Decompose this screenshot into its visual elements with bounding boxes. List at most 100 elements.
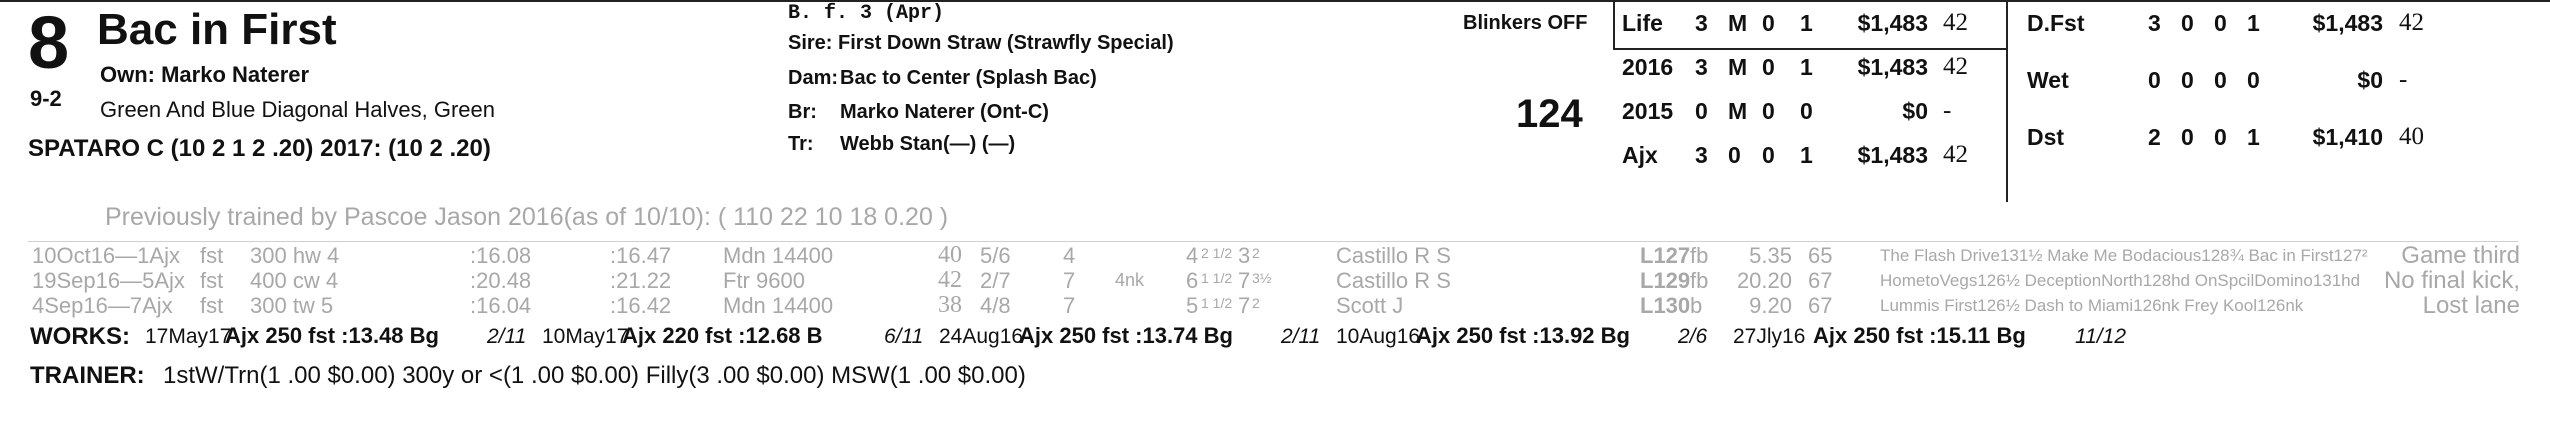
pp-frac1: :16.04 (470, 293, 532, 318)
record-right-places: 0 (2214, 124, 2227, 150)
pp-post: 2/7 (980, 268, 1011, 293)
silks: Green And Blue Diagonal Halves, Green (100, 97, 496, 122)
pp-trip-note: Lost lane (2422, 292, 2520, 319)
pp-frac2: :21.22 (610, 268, 672, 293)
pp-figure: 67 (1808, 293, 1833, 318)
record-left-shows: 1 (1800, 10, 1813, 36)
record-left-shows: 0 (1800, 98, 1813, 124)
pp-call2: 4 (1186, 243, 1199, 268)
record-right-shows: 1 (2247, 124, 2260, 150)
sire: Sire: First Down Straw (Strawfly Special… (788, 32, 1174, 54)
record-right-shows: 0 (2247, 67, 2260, 93)
work-detail: Ajx 220 fst :12.68 B (622, 323, 823, 348)
pp-trip-note: Game third (2401, 242, 2520, 269)
record-right-starts: 3 (2148, 10, 2161, 36)
pp-figure: 65 (1808, 243, 1833, 268)
pp-dist: 300 tw 5 (250, 293, 334, 318)
jockey-line: SPATARO C (10 2 1 2 .20) 2017: (10 2 .20… (28, 135, 491, 162)
record-divider (2006, 2, 2008, 202)
pp-jockey: Castillo R S (1336, 243, 1451, 268)
record-left-label: 2016 (1622, 54, 1674, 80)
pp-odds: 20.20 (1736, 268, 1792, 293)
pp-call2: 6 (1186, 268, 1199, 293)
pp-cond: fst (200, 293, 224, 318)
record-box-bottom (1613, 48, 2008, 50)
pp-odds: 9.20 (1749, 293, 1792, 318)
pp-figure: 67 (1808, 268, 1833, 293)
record-left-speed: 42 (1943, 53, 1968, 80)
record-right-label: Wet (2027, 67, 2069, 93)
pp-rule (28, 241, 2518, 242)
weight: 124 (1516, 92, 1583, 136)
pp-start: 7 (1063, 268, 1076, 293)
record-left-earnings: $1,483 (1857, 142, 1928, 168)
morning-line-odds: 9-2 (30, 86, 62, 111)
previously-trained: Previously trained by Pascoe Jason 2016(… (105, 203, 949, 231)
pp-race: Mdn 14400 (723, 243, 834, 268)
pp-post: 4/8 (980, 293, 1011, 318)
pp-finish: 7 (1238, 268, 1251, 293)
record-left-starts: 0 (1695, 98, 1708, 124)
trainer: Webb Stan(—) (—) (840, 133, 1016, 155)
sex-age: B. f. 3 (Apr) (788, 2, 945, 25)
trainer-stats-label: TRAINER: (30, 362, 145, 389)
pp-jockey: Castillo R S (1336, 268, 1451, 293)
pp-race: Mdn 14400 (723, 293, 834, 318)
pp-speed: 42 (938, 267, 962, 293)
pp-frac1: :16.08 (470, 243, 532, 268)
pp-date: 10Oct16—1Ajx (32, 243, 180, 268)
record-left-starts: 3 (1695, 142, 1708, 168)
work-rank: 11/12 (2075, 325, 2126, 348)
pp-trip-note: No final kick, (2383, 267, 2520, 294)
work-detail: Ajx 250 fst :13.74 Bg (1019, 323, 1233, 348)
record-box-left (1613, 2, 1615, 50)
record-right-places: 0 (2214, 67, 2227, 93)
work-detail: Ajx 250 fst :13.48 Bg (225, 323, 439, 348)
pp-race: Ftr 9600 (723, 268, 805, 293)
pp-cond: fst (200, 243, 224, 268)
breeder: Marko Naterer (Ont-C) (840, 101, 1049, 123)
pp-speed: 38 (938, 292, 962, 318)
pp-finish-len: 3½ (1252, 270, 1272, 286)
pp-frac1: :20.48 (470, 268, 532, 293)
record-left-shows: 1 (1800, 142, 1813, 168)
pp-dist: 400 cw 4 (250, 268, 339, 293)
pp-frac2: :16.42 (610, 293, 672, 318)
record-right-starts: 0 (2148, 67, 2161, 93)
pp-medication: L129 (1640, 268, 1691, 293)
record-left-places: 0 (1762, 98, 1775, 124)
record-right-speed: 40 (2399, 123, 2424, 150)
pp-comment-line: The Flash Drive131½ Make Me Bodacious128… (1880, 246, 2368, 265)
record-left-speed: - (1943, 97, 1952, 124)
record-right-starts: 2 (2148, 124, 2161, 150)
record-left-places: 0 (1762, 10, 1775, 36)
work-rank: 2/6 (1678, 325, 1708, 348)
work-date: 10Aug16 (1336, 325, 1421, 348)
pp-speed: 40 (938, 242, 962, 268)
record-left-wins: M (1728, 54, 1748, 80)
record-left-starts: 3 (1695, 10, 1708, 36)
record-right-earnings: $1,410 (2312, 124, 2383, 150)
pp-cond: fst (200, 268, 224, 293)
work-detail: Ajx 250 fst :15.11 Bg (1813, 323, 2026, 348)
work-rank: 6/11 (884, 325, 924, 348)
horse-name: Bac in First (97, 5, 337, 54)
record-right-wins: 0 (2181, 10, 2194, 36)
record-left-earnings: $1,483 (1857, 54, 1928, 80)
record-left-wins: M (1728, 98, 1748, 124)
dam-label: Dam: (788, 67, 839, 89)
record-left-label: 2015 (1622, 98, 1674, 124)
owner: Own: Marko Naterer (100, 62, 310, 87)
blinkers-status: Blinkers OFF (1463, 12, 1588, 34)
pp-start: 7 (1063, 293, 1076, 318)
work-date: 27Jly16 (1733, 325, 1806, 348)
record-right-earnings: $1,483 (2312, 10, 2383, 36)
pp-equipment: fb (1690, 268, 1709, 293)
record-right-speed: - (2399, 66, 2408, 93)
pp-call2-len: 2 1/2 (1201, 245, 1233, 261)
breeder-label: Br: (788, 101, 817, 123)
pp-finish: 7 (1238, 293, 1251, 318)
pp-medication: L127 (1640, 243, 1691, 268)
work-rank: 2/11 (487, 325, 527, 348)
works-label: WORKS: (30, 323, 130, 350)
